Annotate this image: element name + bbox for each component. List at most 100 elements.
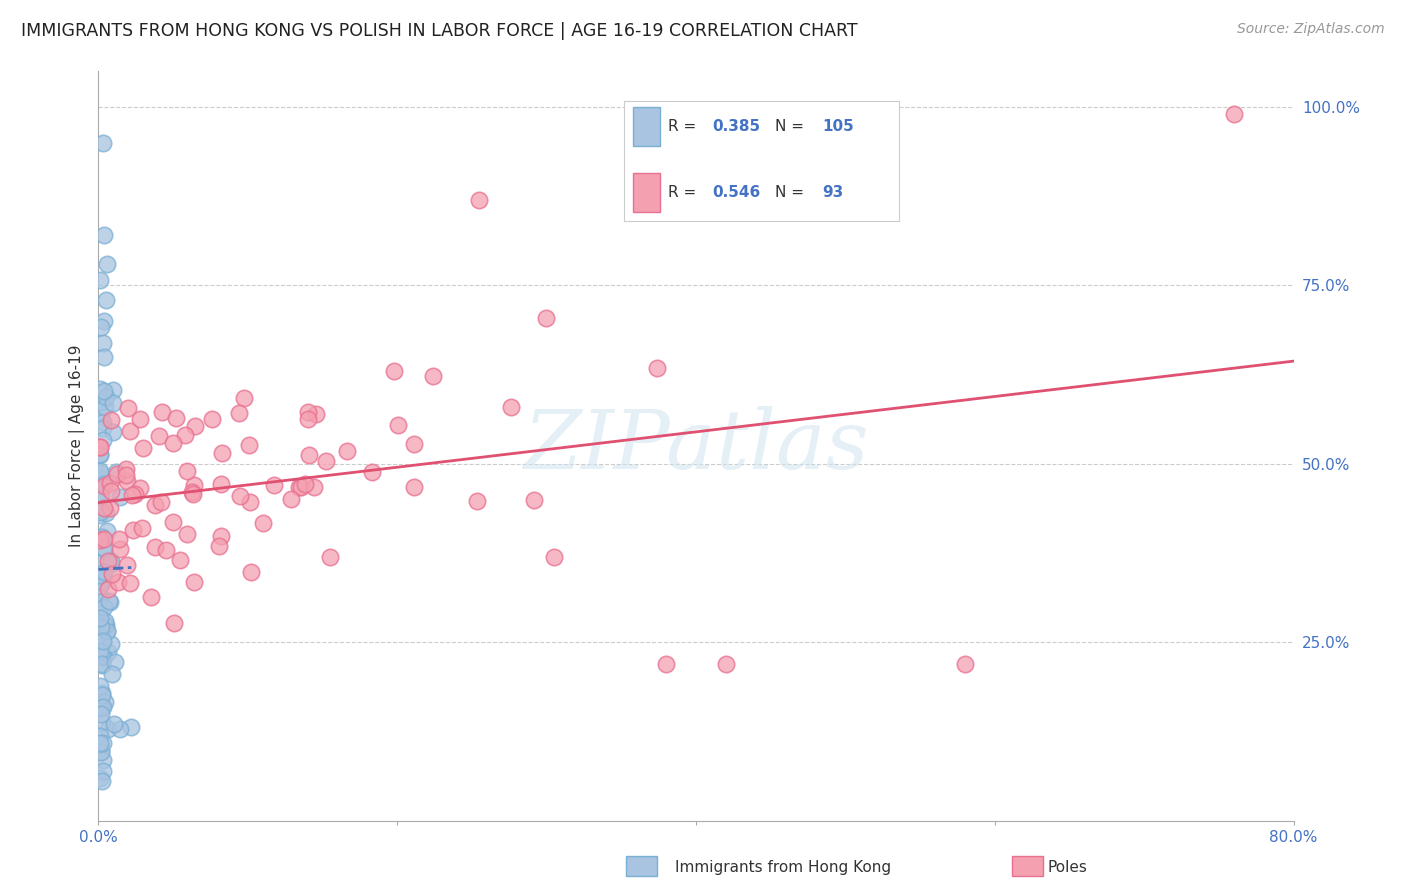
Point	[90, 744, 112, 758]
Point	[100, 557, 122, 571]
Point	[93, 695, 115, 709]
Point	[89, 441, 111, 455]
Point	[93, 650, 115, 665]
Point	[468, 193, 491, 207]
Point	[131, 521, 153, 535]
Point	[89, 506, 111, 520]
Point	[89, 771, 111, 785]
Point	[953, 657, 976, 671]
Point	[97, 594, 120, 608]
Point	[176, 527, 198, 541]
Point	[110, 542, 132, 557]
Point	[115, 468, 138, 483]
Point	[91, 764, 114, 778]
Point	[315, 454, 337, 468]
Point	[89, 464, 111, 478]
Point	[183, 575, 205, 590]
Point	[94, 400, 117, 414]
Point	[143, 498, 166, 512]
Point	[523, 493, 546, 508]
Point	[110, 722, 132, 736]
Point	[91, 736, 114, 750]
Point	[228, 406, 250, 420]
Point	[404, 479, 426, 493]
Point	[100, 483, 122, 498]
Point	[124, 487, 146, 501]
Point	[91, 688, 114, 702]
Point	[97, 722, 120, 736]
Point	[100, 412, 122, 426]
Point	[89, 697, 111, 711]
Point	[89, 579, 111, 593]
Point	[100, 636, 122, 650]
Point	[91, 335, 114, 350]
Point	[89, 611, 111, 625]
Point	[120, 720, 142, 734]
Point	[294, 477, 316, 491]
Point	[128, 481, 150, 495]
Point	[238, 438, 260, 452]
Point	[208, 539, 231, 553]
Point	[155, 543, 177, 558]
Point	[183, 478, 205, 492]
Point	[162, 516, 184, 530]
Point	[90, 487, 112, 501]
Point	[91, 574, 114, 589]
Point	[90, 409, 112, 423]
Point	[90, 394, 112, 409]
Point	[91, 657, 114, 672]
Point	[122, 524, 145, 538]
Point	[91, 634, 114, 648]
Point	[143, 540, 166, 554]
Point	[90, 657, 112, 672]
Point	[96, 624, 118, 638]
Point	[120, 576, 142, 591]
Point	[89, 448, 111, 462]
Point	[90, 715, 112, 730]
Point	[162, 436, 184, 450]
Point	[100, 566, 122, 581]
Point	[90, 319, 112, 334]
Point	[103, 717, 125, 731]
Point	[96, 391, 118, 405]
Point	[89, 440, 111, 454]
Point	[89, 598, 111, 612]
Point	[104, 466, 127, 480]
Point	[93, 433, 115, 447]
Point	[96, 624, 118, 638]
Point	[91, 566, 114, 581]
Point	[89, 745, 111, 759]
Point	[89, 467, 111, 481]
Point	[89, 533, 111, 547]
Point	[148, 429, 170, 443]
Point	[89, 700, 111, 714]
Point	[101, 667, 124, 681]
Point	[103, 396, 125, 410]
Point	[90, 639, 112, 653]
Point	[96, 524, 118, 539]
Point	[229, 489, 252, 503]
Point	[89, 636, 111, 650]
Point	[93, 532, 115, 546]
Point	[90, 632, 112, 646]
Point	[499, 401, 522, 415]
Point	[91, 753, 114, 767]
Point	[89, 568, 111, 582]
Point	[90, 532, 112, 546]
Point	[90, 620, 112, 634]
Point	[89, 590, 111, 604]
Point	[89, 503, 111, 517]
Point	[93, 600, 115, 615]
Point	[93, 543, 115, 558]
Point	[89, 447, 111, 461]
Point	[645, 360, 668, 375]
Point	[90, 646, 112, 660]
Point	[89, 568, 111, 582]
Point	[169, 553, 191, 567]
Point	[93, 476, 115, 491]
Point	[93, 479, 115, 493]
Point	[94, 619, 117, 633]
Point	[100, 554, 122, 568]
Point	[108, 532, 131, 546]
Point	[89, 569, 111, 583]
